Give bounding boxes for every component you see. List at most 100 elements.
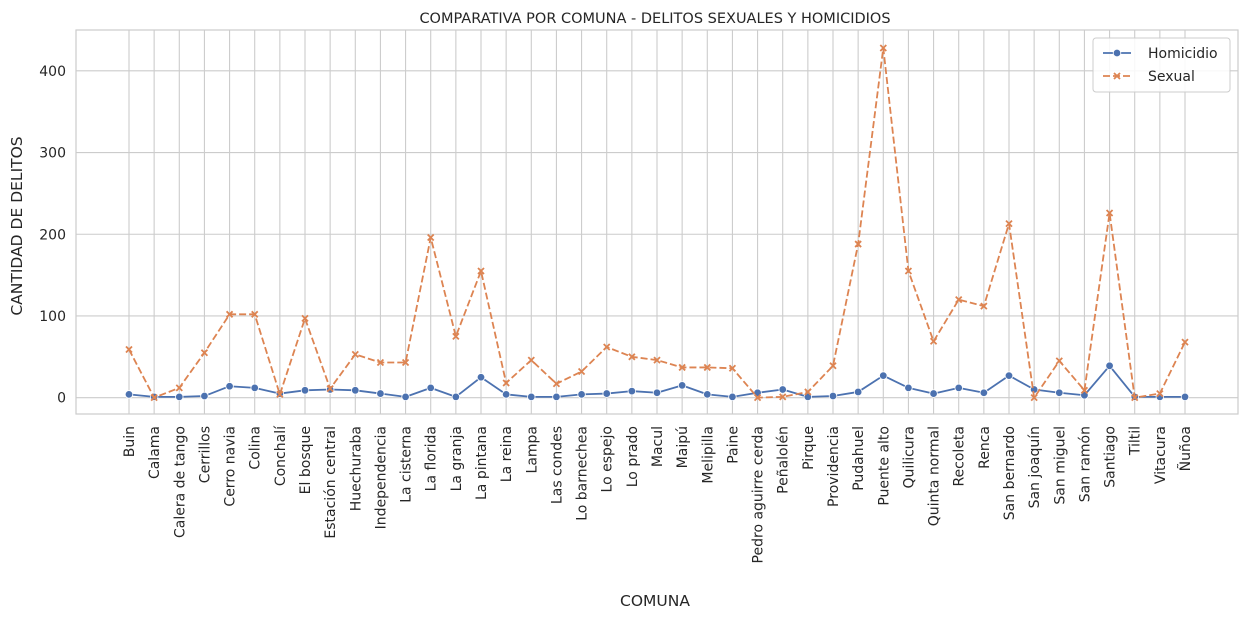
- data-point: [426, 383, 435, 393]
- x-tick-label: Renca: [977, 426, 993, 469]
- data-point: [879, 371, 888, 380]
- data-point: [351, 350, 359, 358]
- data-point: [979, 388, 989, 397]
- data-point: [602, 389, 611, 398]
- data-point: [150, 394, 158, 402]
- x-tick-label: Melipilla: [700, 426, 716, 484]
- x-axis-label: COMUNA: [620, 592, 690, 610]
- data-point: [1004, 371, 1014, 380]
- data-point: [225, 382, 234, 391]
- data-point: [929, 389, 938, 398]
- x-tick-label: Cerro navia: [223, 426, 239, 507]
- data-point: [1131, 394, 1139, 402]
- x-tick-label: Quilicura: [901, 426, 917, 488]
- x-tick-label: Cerrillos: [197, 426, 213, 483]
- data-point: [1005, 219, 1013, 228]
- legend-box: [1092, 37, 1231, 93]
- x-tick-label: Lampa: [524, 426, 540, 473]
- x-tick-label: La reina: [499, 426, 515, 482]
- x-tick-label: Pirque: [801, 426, 817, 470]
- data-point: [804, 388, 812, 396]
- x-tick-label: Huechuraba: [348, 426, 364, 511]
- axis-ticks: 0 100 200 300 400 Buin Calama Calera de tango Ce…: [39, 64, 1194, 564]
- grid-lines: [76, 30, 1238, 414]
- data-point: [250, 383, 259, 393]
- x-tick-label: Providencia: [826, 426, 842, 507]
- x-tick-label: Vitacura: [1153, 426, 1169, 484]
- x-tick-label: Santiago: [1103, 426, 1119, 488]
- data-point: [125, 345, 133, 354]
- data-point: [728, 392, 737, 402]
- data-point: [1055, 388, 1064, 397]
- data-point: [677, 381, 687, 390]
- data-point: [653, 356, 661, 364]
- data-point: [628, 353, 636, 361]
- data-point: [200, 391, 209, 401]
- data-point: [603, 343, 611, 351]
- y-tick-label: 400: [39, 64, 66, 80]
- legend-label: Sexual: [1148, 69, 1195, 85]
- x-tick-label: Colina: [248, 426, 264, 470]
- x-tick-label: La cisterna: [399, 426, 415, 503]
- data-point: [703, 390, 712, 399]
- data-point: [980, 302, 988, 310]
- data-point: [1105, 361, 1114, 370]
- data-point: [1181, 338, 1189, 346]
- legend-label: Homicidio: [1148, 46, 1218, 62]
- data-point: [728, 364, 737, 372]
- x-tick-label: Buin: [122, 426, 138, 457]
- data-point: [652, 388, 662, 397]
- x-tick-label: El bosque: [298, 426, 314, 494]
- data-point: [1055, 357, 1063, 365]
- data-point: [502, 379, 510, 387]
- data-point: [477, 267, 485, 275]
- x-tick-label: Macul: [650, 426, 666, 467]
- x-tick-label: Quinta normal: [927, 426, 943, 526]
- data-point: [627, 386, 637, 396]
- x-tick-label: Conchalí: [273, 425, 289, 486]
- data-point: [1180, 392, 1190, 402]
- data-point: [854, 240, 862, 248]
- data-point: [476, 373, 486, 382]
- data-point: [853, 387, 863, 397]
- x-tick-label: Maipú: [675, 426, 691, 468]
- data-point: [527, 356, 535, 364]
- data-point: [401, 358, 410, 367]
- data-point: [703, 363, 711, 372]
- data-point: [954, 383, 963, 393]
- legend: Homicidio Sexual: [1092, 37, 1231, 93]
- data-point: [753, 394, 762, 402]
- x-tick-label: San ramón: [1077, 426, 1093, 502]
- x-tick-label: Las condes: [549, 426, 565, 504]
- data-point: [577, 367, 586, 376]
- data-point: [376, 389, 385, 398]
- x-tick-label: Recoleta: [952, 426, 968, 487]
- data-point: [1105, 209, 1114, 217]
- data-point: [401, 392, 410, 402]
- data-point: [779, 393, 787, 401]
- data-point: [828, 391, 838, 401]
- x-tick-label: La florida: [424, 426, 440, 491]
- data-point: [175, 384, 183, 392]
- y-tick-label: 200: [39, 227, 66, 243]
- data-point: [200, 349, 209, 357]
- y-tick-label: 100: [39, 309, 66, 325]
- data-point: [300, 386, 310, 395]
- x-tick-label: Puente alto: [876, 426, 892, 506]
- data-point: [955, 295, 963, 304]
- data-point: [904, 383, 913, 393]
- y-axis-label: CANTIDAD DE DELITOS: [8, 136, 26, 315]
- data-point: [175, 392, 184, 402]
- data-point: [301, 314, 309, 323]
- data-point: [929, 337, 938, 345]
- legend-marker: [1112, 48, 1122, 58]
- x-tick-label: Paine: [725, 426, 741, 464]
- x-tick-label: Independencia: [373, 426, 389, 529]
- series-lines: [124, 44, 1190, 402]
- x-tick-label: Tiltil: [1128, 426, 1144, 456]
- y-tick-label: 0: [57, 391, 66, 407]
- x-tick-label: San miguel: [1052, 426, 1068, 505]
- data-point: [276, 390, 284, 399]
- x-tick-label: La pintana: [474, 426, 490, 500]
